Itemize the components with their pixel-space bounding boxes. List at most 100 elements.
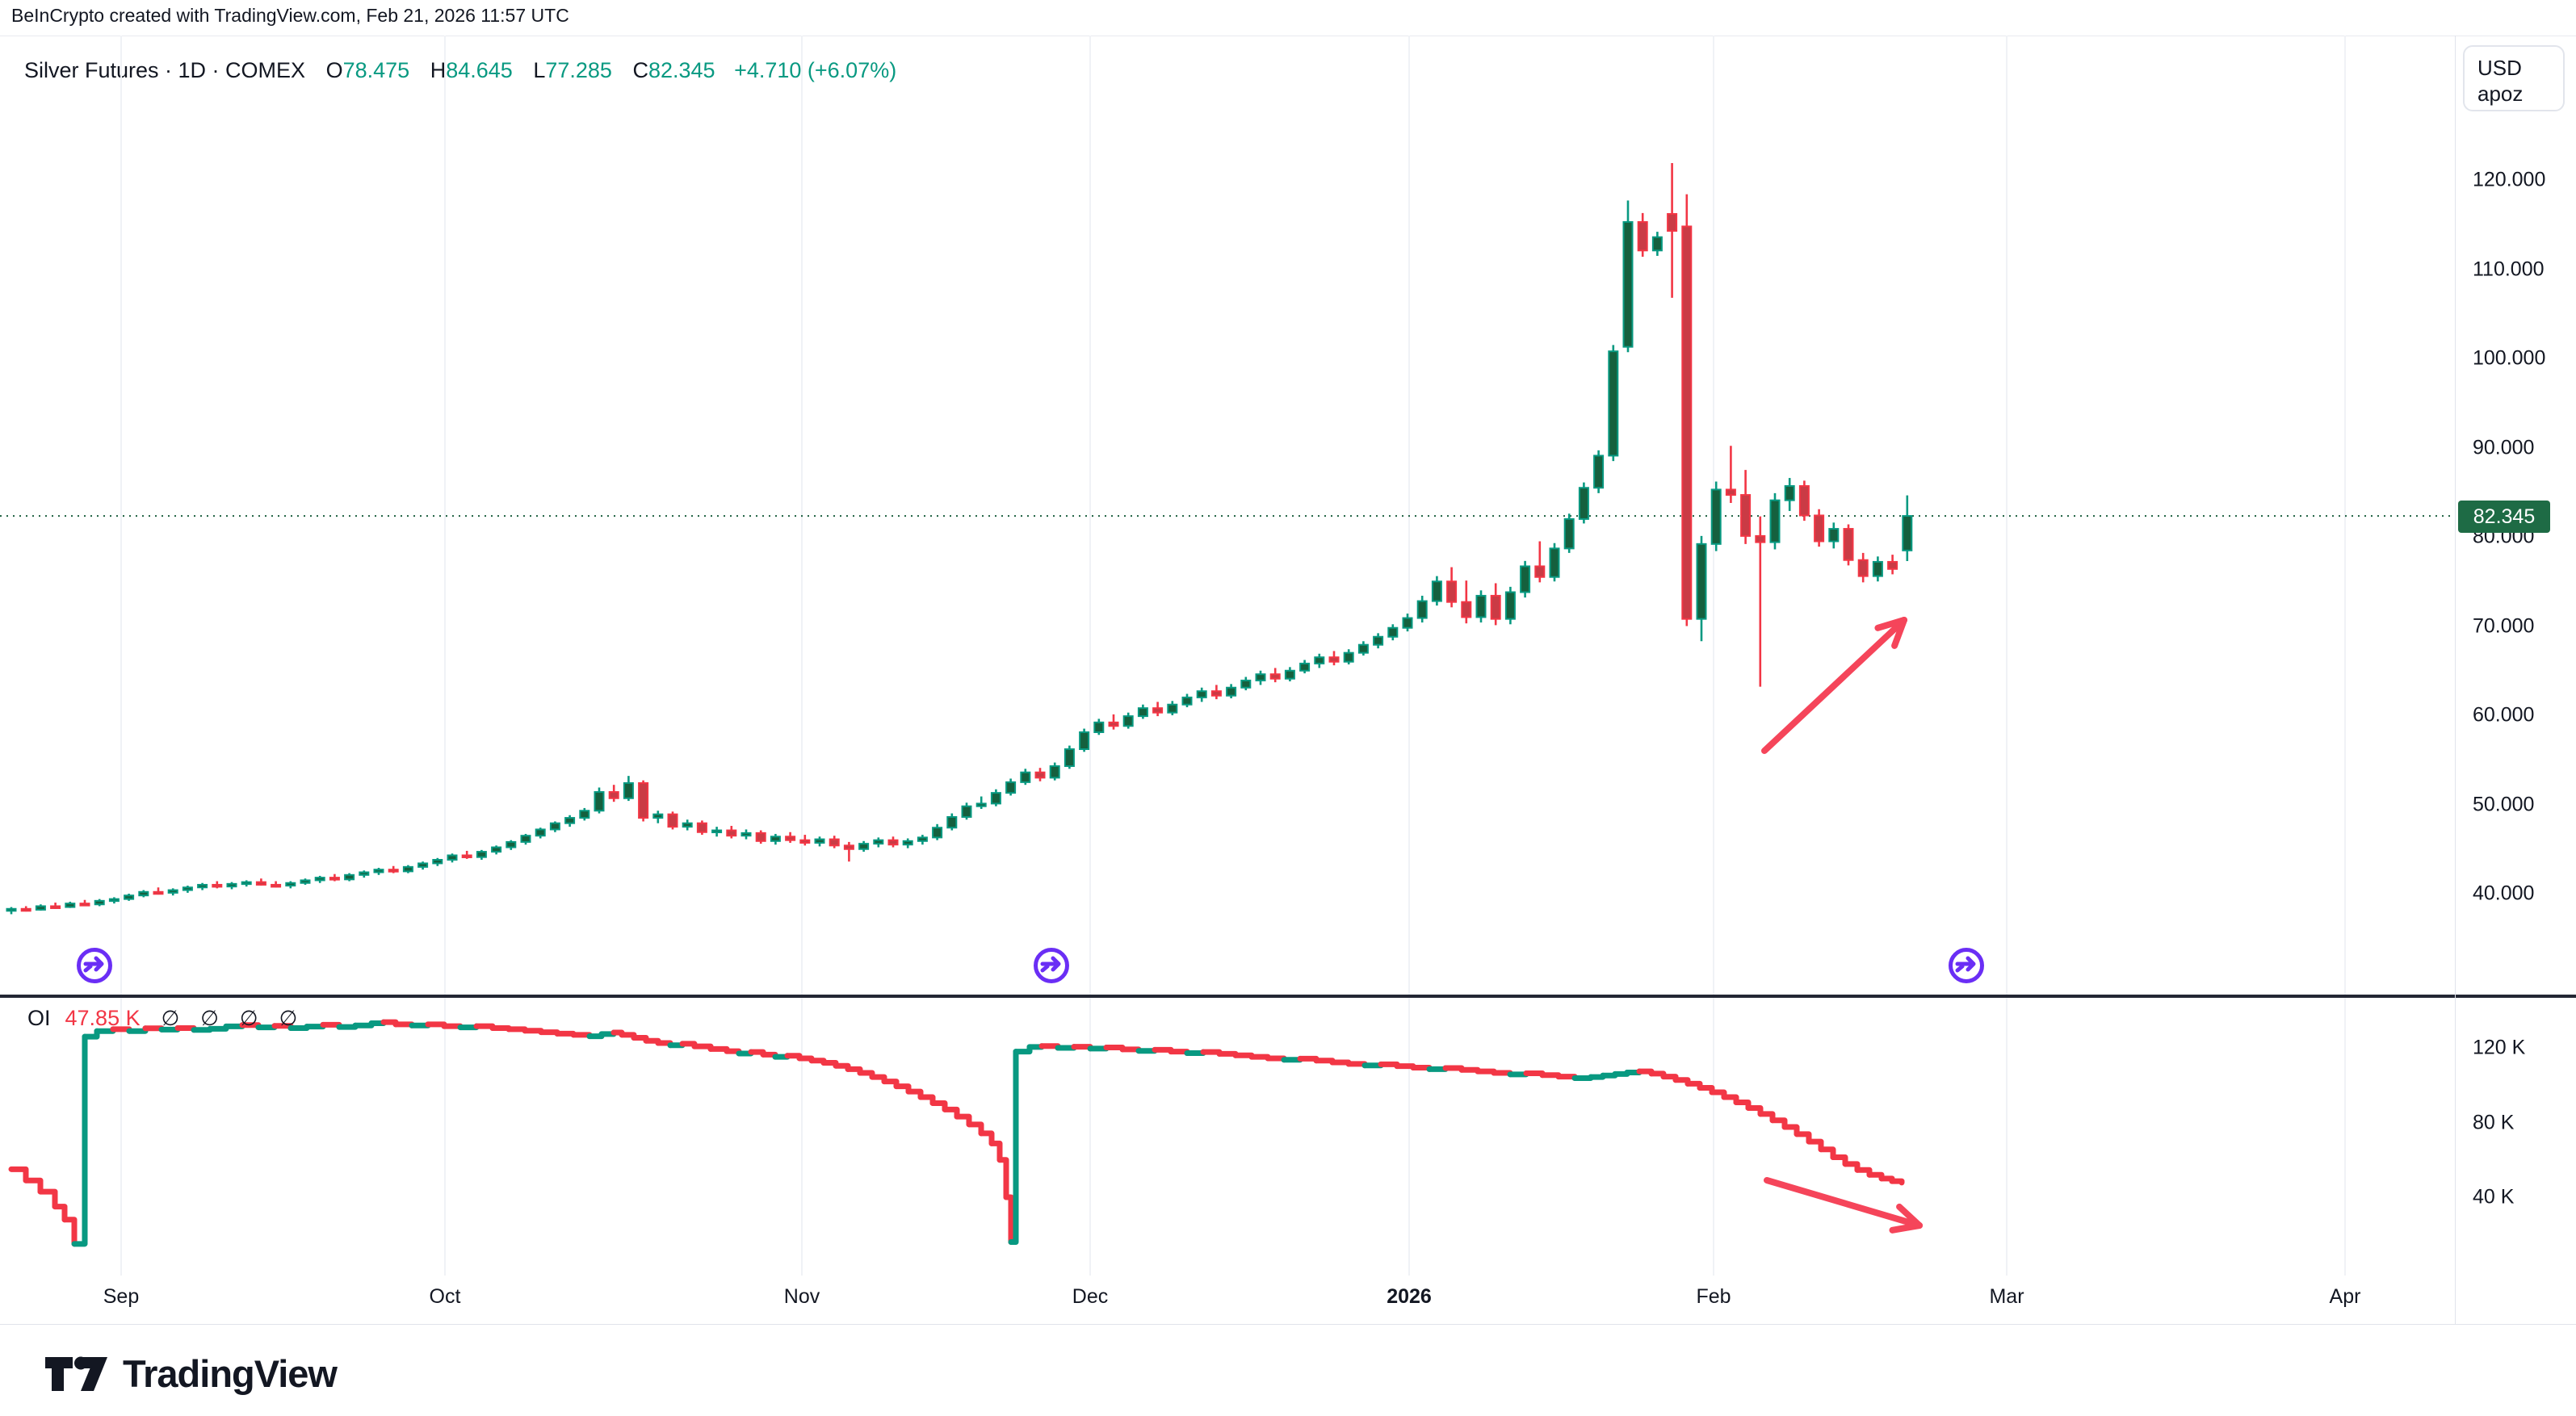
oi-label: OI [27, 1006, 51, 1030]
candle-body [20, 907, 31, 912]
candle-body [990, 792, 1001, 805]
candle-body [1402, 617, 1413, 629]
price-pane[interactable] [0, 36, 2455, 995]
contract-rollover-icon[interactable] [1032, 946, 1071, 985]
chart-bottom-border [0, 1324, 2576, 1325]
candle-body [932, 827, 943, 839]
candle-body [447, 854, 458, 861]
candle-body [255, 881, 266, 886]
candle-body [608, 791, 619, 799]
candle-body [1563, 517, 1575, 550]
candle-body [1828, 528, 1840, 543]
trend-arrow-head [1891, 617, 1907, 649]
close-label: C82.345 [632, 58, 715, 82]
candle-body [696, 822, 707, 833]
candle-body [549, 822, 560, 831]
price-tick-label: 110.000 [2473, 258, 2545, 280]
candle-body [226, 882, 237, 888]
oi-step-segment [71, 1033, 88, 1247]
candle-body [197, 883, 208, 889]
candle-body [1622, 220, 1634, 348]
candle-body [1431, 580, 1442, 602]
trend-arrow-head [1896, 1203, 1923, 1229]
price-tick-label: 90.000 [2473, 436, 2535, 459]
candle-body [1314, 656, 1325, 664]
candle-body [961, 805, 972, 818]
candle-body [975, 802, 987, 807]
candle-body [829, 838, 840, 847]
candle-body [1608, 350, 1619, 457]
time-tick-label: 2026 [1387, 1285, 1432, 1308]
candle-body [682, 822, 693, 828]
candle-body [1784, 485, 1795, 501]
candle-body [917, 836, 928, 842]
candle-body [858, 843, 870, 850]
candle-body [124, 894, 135, 900]
candle-body [520, 835, 531, 843]
oi-tick-label: 80 K [2473, 1111, 2515, 1133]
candle-body [65, 903, 76, 908]
empty-set-icon[interactable]: ∅ [161, 1006, 180, 1030]
candle-body [726, 829, 737, 837]
contract-rollover-icon[interactable] [1947, 946, 1986, 985]
candle-body [1093, 721, 1105, 733]
candle-body [1284, 669, 1295, 680]
candle-body [491, 846, 502, 853]
price-axis-border [2455, 36, 2456, 1324]
empty-set-icon[interactable]: ∅ [239, 1006, 258, 1030]
trend-arrow[interactable] [1764, 1177, 1923, 1229]
candle-body [182, 886, 193, 891]
trend-arrow-head [1889, 1222, 1923, 1234]
trend-arrow-head [1874, 617, 1907, 631]
oi-value: 47.85 K [65, 1006, 141, 1030]
contract-rollover-icon[interactable] [75, 946, 114, 985]
candle-body [711, 829, 723, 834]
tradingview-logo-text: TradingView [123, 1352, 338, 1395]
candle-body [1534, 565, 1546, 578]
time-tick-label: Feb [1696, 1285, 1731, 1308]
unit-selector[interactable]: USD apoz [2463, 45, 2565, 111]
oi-step-segment [52, 1204, 68, 1223]
oi-step-segment [996, 1157, 1009, 1200]
oi-step-segment [1889, 1178, 1905, 1186]
candle-body [1520, 565, 1531, 593]
candle-body [285, 882, 296, 887]
candle-body [50, 905, 61, 909]
candle-body [1814, 514, 1825, 543]
candle-body [1902, 515, 1913, 551]
oi-step-segment [978, 1130, 995, 1146]
candle-body [314, 877, 325, 882]
unit-currency: USD [2477, 56, 2522, 80]
candle-body [1240, 679, 1252, 689]
candle-body [1269, 673, 1281, 680]
empty-set-icon[interactable]: ∅ [200, 1006, 219, 1030]
oi-step-segment [37, 1188, 58, 1210]
time-tick-label: Nov [783, 1285, 820, 1308]
candle-body [1108, 721, 1119, 727]
last-price-badge: 82.345 [2458, 501, 2550, 533]
pane-separator[interactable] [0, 995, 2576, 998]
candle-body [461, 854, 472, 858]
tradingview-logo[interactable]: TradingView [44, 1351, 338, 1396]
candle-body [1798, 485, 1810, 517]
candle-body [1490, 594, 1501, 620]
time-tick-label: Apr [2329, 1285, 2361, 1308]
candle-body [1357, 643, 1369, 654]
oi-pane[interactable] [0, 998, 2455, 1276]
low-value: 77.285 [545, 58, 612, 82]
candle-body [1034, 771, 1046, 779]
symbol-legend[interactable]: Silver Futures · 1D · COMEX O78.475 H84.… [24, 58, 896, 83]
oi-indicator-legend[interactable]: OI 47.85 K ∅ ∅ ∅ ∅ [27, 1006, 297, 1031]
candle-body [1578, 487, 1589, 520]
candle-body [1020, 771, 1031, 783]
candle-body [887, 839, 899, 846]
candle-body [1137, 707, 1148, 718]
candle-body [1255, 673, 1266, 681]
empty-set-icon[interactable]: ∅ [279, 1006, 298, 1030]
candle-body [843, 844, 854, 850]
candle-body [1079, 731, 1090, 750]
trend-arrow[interactable] [1761, 617, 1907, 754]
candle-body [652, 813, 664, 819]
symbol-title: Silver Futures · 1D · COMEX [24, 58, 306, 82]
candle-body [564, 817, 576, 824]
